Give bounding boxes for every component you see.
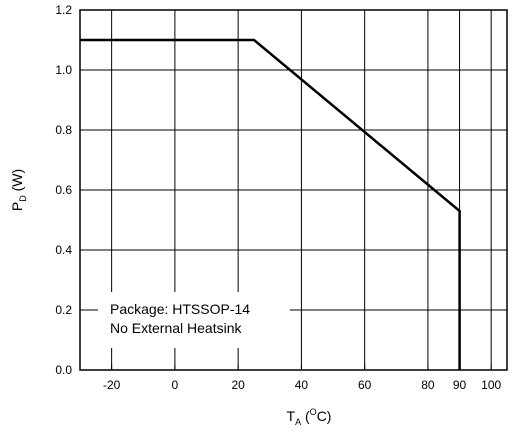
grid-lines: [80, 9, 507, 371]
x-axis-label-close: C): [317, 408, 332, 424]
x-tick-label: 20: [231, 378, 245, 392]
annotation-package: Package: HTSSOP-14: [110, 301, 250, 317]
x-axis-label-open: (: [301, 408, 310, 424]
y-tick-label: 0.8: [55, 123, 72, 137]
y-tick-label: 0.0: [55, 363, 72, 377]
x-tick-label: 0: [172, 378, 179, 392]
x-tick-label: 40: [295, 378, 309, 392]
annotation-box: [98, 292, 290, 348]
y-axis-label: PD (W): [9, 169, 28, 211]
x-axis-label-sup: O: [310, 407, 317, 417]
y-axis-label-rest: (W): [9, 169, 25, 195]
y-tick-label: 1.0: [55, 63, 72, 77]
x-tick-label: 60: [358, 378, 372, 392]
x-axis-label-main: T: [287, 408, 296, 424]
y-tick-label: 0.6: [55, 183, 72, 197]
x-tick-label: 80: [421, 378, 435, 392]
y-tick-label: 1.2: [55, 3, 72, 17]
y-tick-label: 0.4: [55, 243, 72, 257]
y-tick-label: 0.2: [55, 303, 72, 317]
y-axis-label-main: P: [9, 202, 25, 211]
series-line-power-derating: [80, 38, 461, 370]
x-axis-ticks: -20 0 20 40 60 80 90 100: [103, 365, 502, 392]
x-tick-label: 90: [453, 378, 467, 392]
annotation-heatsink: No External Heatsink: [110, 320, 243, 336]
x-tick-label: 100: [481, 378, 501, 392]
x-axis-label-sub: A: [295, 417, 301, 427]
x-axis-label: TA (OC): [287, 407, 332, 427]
x-tick-label: -20: [103, 378, 121, 392]
y-axis-ticks: 0.0 0.2 0.4 0.6 0.8 1.0 1.2: [55, 3, 85, 377]
y-axis-label-sub: D: [18, 195, 28, 202]
